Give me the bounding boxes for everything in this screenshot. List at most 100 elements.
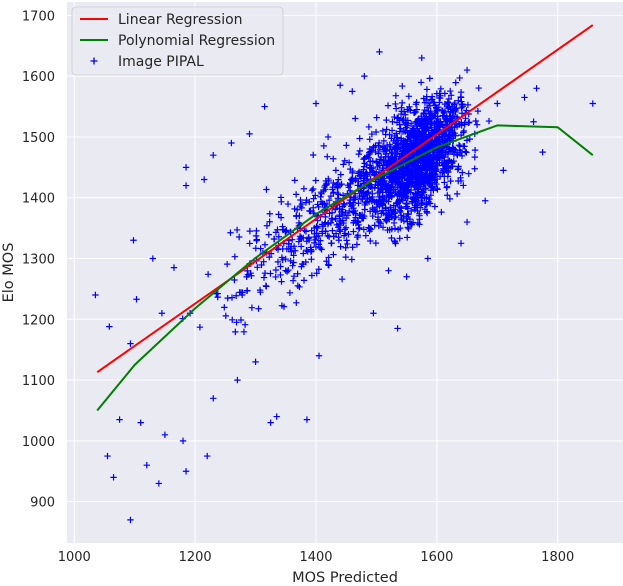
data-point: [221, 304, 228, 311]
data-point: [406, 133, 413, 141]
data-point: [475, 84, 482, 92]
data-point: [356, 147, 363, 155]
data-point: [390, 219, 398, 227]
data-point: [429, 96, 436, 103]
data-point: [393, 145, 400, 152]
data-point: [434, 136, 441, 144]
data-point: [302, 228, 310, 235]
data-point: [421, 195, 428, 202]
data-point: [287, 257, 294, 265]
data-point: [394, 325, 401, 332]
data-point: [254, 264, 261, 271]
data-point: [244, 271, 252, 278]
data-point: [354, 182, 361, 189]
data-point: [494, 100, 501, 107]
data-point: [350, 219, 357, 226]
legend: Linear Regression Polynomial Regression …: [71, 6, 284, 76]
data-point: [413, 178, 420, 185]
data-point: [292, 191, 300, 198]
data-point: [408, 220, 415, 228]
data-point: [325, 233, 333, 240]
data-point: [408, 180, 415, 187]
data-point: [332, 215, 339, 222]
data-point: [355, 150, 362, 158]
data-point: [413, 106, 421, 113]
data-point: [229, 316, 236, 324]
data-point: [417, 167, 425, 175]
data-point: [265, 231, 273, 238]
data-point: [158, 310, 166, 317]
data-point: [210, 395, 217, 402]
data-point: [349, 178, 357, 185]
data-point: [311, 233, 318, 241]
x-axis-label: MOS Predicted: [292, 570, 398, 586]
data-point: [319, 223, 327, 230]
data-point: [448, 124, 455, 132]
data-point: [446, 195, 454, 203]
data-point: [415, 181, 422, 188]
data-point: [482, 197, 489, 204]
data-point: [232, 328, 239, 336]
data-point: [423, 86, 431, 93]
data-point: [421, 118, 428, 125]
data-point: [368, 165, 375, 172]
data-point: [393, 130, 400, 137]
data-point: [227, 229, 234, 236]
data-point: [432, 104, 440, 111]
data-point: [439, 169, 446, 176]
data-point: [233, 319, 240, 326]
data-point: [443, 117, 450, 124]
data-point: [200, 176, 208, 183]
data-point: [402, 111, 409, 118]
data-point: [416, 204, 424, 211]
data-point: [404, 210, 411, 218]
y-tick-label: 1500: [22, 131, 55, 146]
data-point: [289, 262, 296, 269]
data-point: [444, 98, 451, 106]
data-point: [240, 328, 248, 336]
data-point: [182, 182, 190, 189]
data-point: [412, 172, 419, 179]
data-point: [275, 233, 283, 240]
data-point: [412, 202, 420, 209]
data-point: [246, 227, 254, 235]
data-point: [339, 208, 346, 216]
data-point: [366, 225, 373, 232]
data-point: [336, 82, 344, 89]
data-point: [442, 163, 449, 170]
data-point: [374, 216, 382, 223]
data-point: [365, 123, 373, 131]
data-point: [407, 134, 414, 142]
data-point: [373, 198, 380, 206]
data-point: [384, 212, 392, 219]
data-point: [235, 233, 243, 241]
data-point: [447, 109, 454, 116]
data-point: [287, 245, 294, 253]
y-tick-label: 1100: [22, 374, 55, 389]
data-point: [130, 237, 137, 244]
data-point: [383, 116, 390, 124]
data-point: [306, 207, 313, 215]
data-point: [402, 120, 410, 127]
data-point: [328, 209, 336, 216]
data-point: [272, 266, 280, 274]
data-point: [440, 130, 448, 137]
data-point: [366, 149, 373, 156]
data-point: [382, 153, 389, 160]
data-point: [297, 243, 305, 250]
data-point: [305, 236, 313, 244]
data-point: [370, 206, 378, 213]
data-point: [388, 225, 396, 233]
data-point: [367, 226, 375, 233]
data-point: [427, 172, 434, 180]
data-point: [395, 198, 402, 205]
legend-polynomial-label: Polynomial Regression: [118, 33, 275, 49]
data-point: [332, 167, 340, 174]
data-point: [329, 216, 336, 223]
data-point: [402, 194, 409, 202]
data-point: [391, 113, 398, 121]
data-point: [308, 187, 316, 194]
data-point: [427, 115, 435, 123]
data-point: [412, 139, 419, 146]
